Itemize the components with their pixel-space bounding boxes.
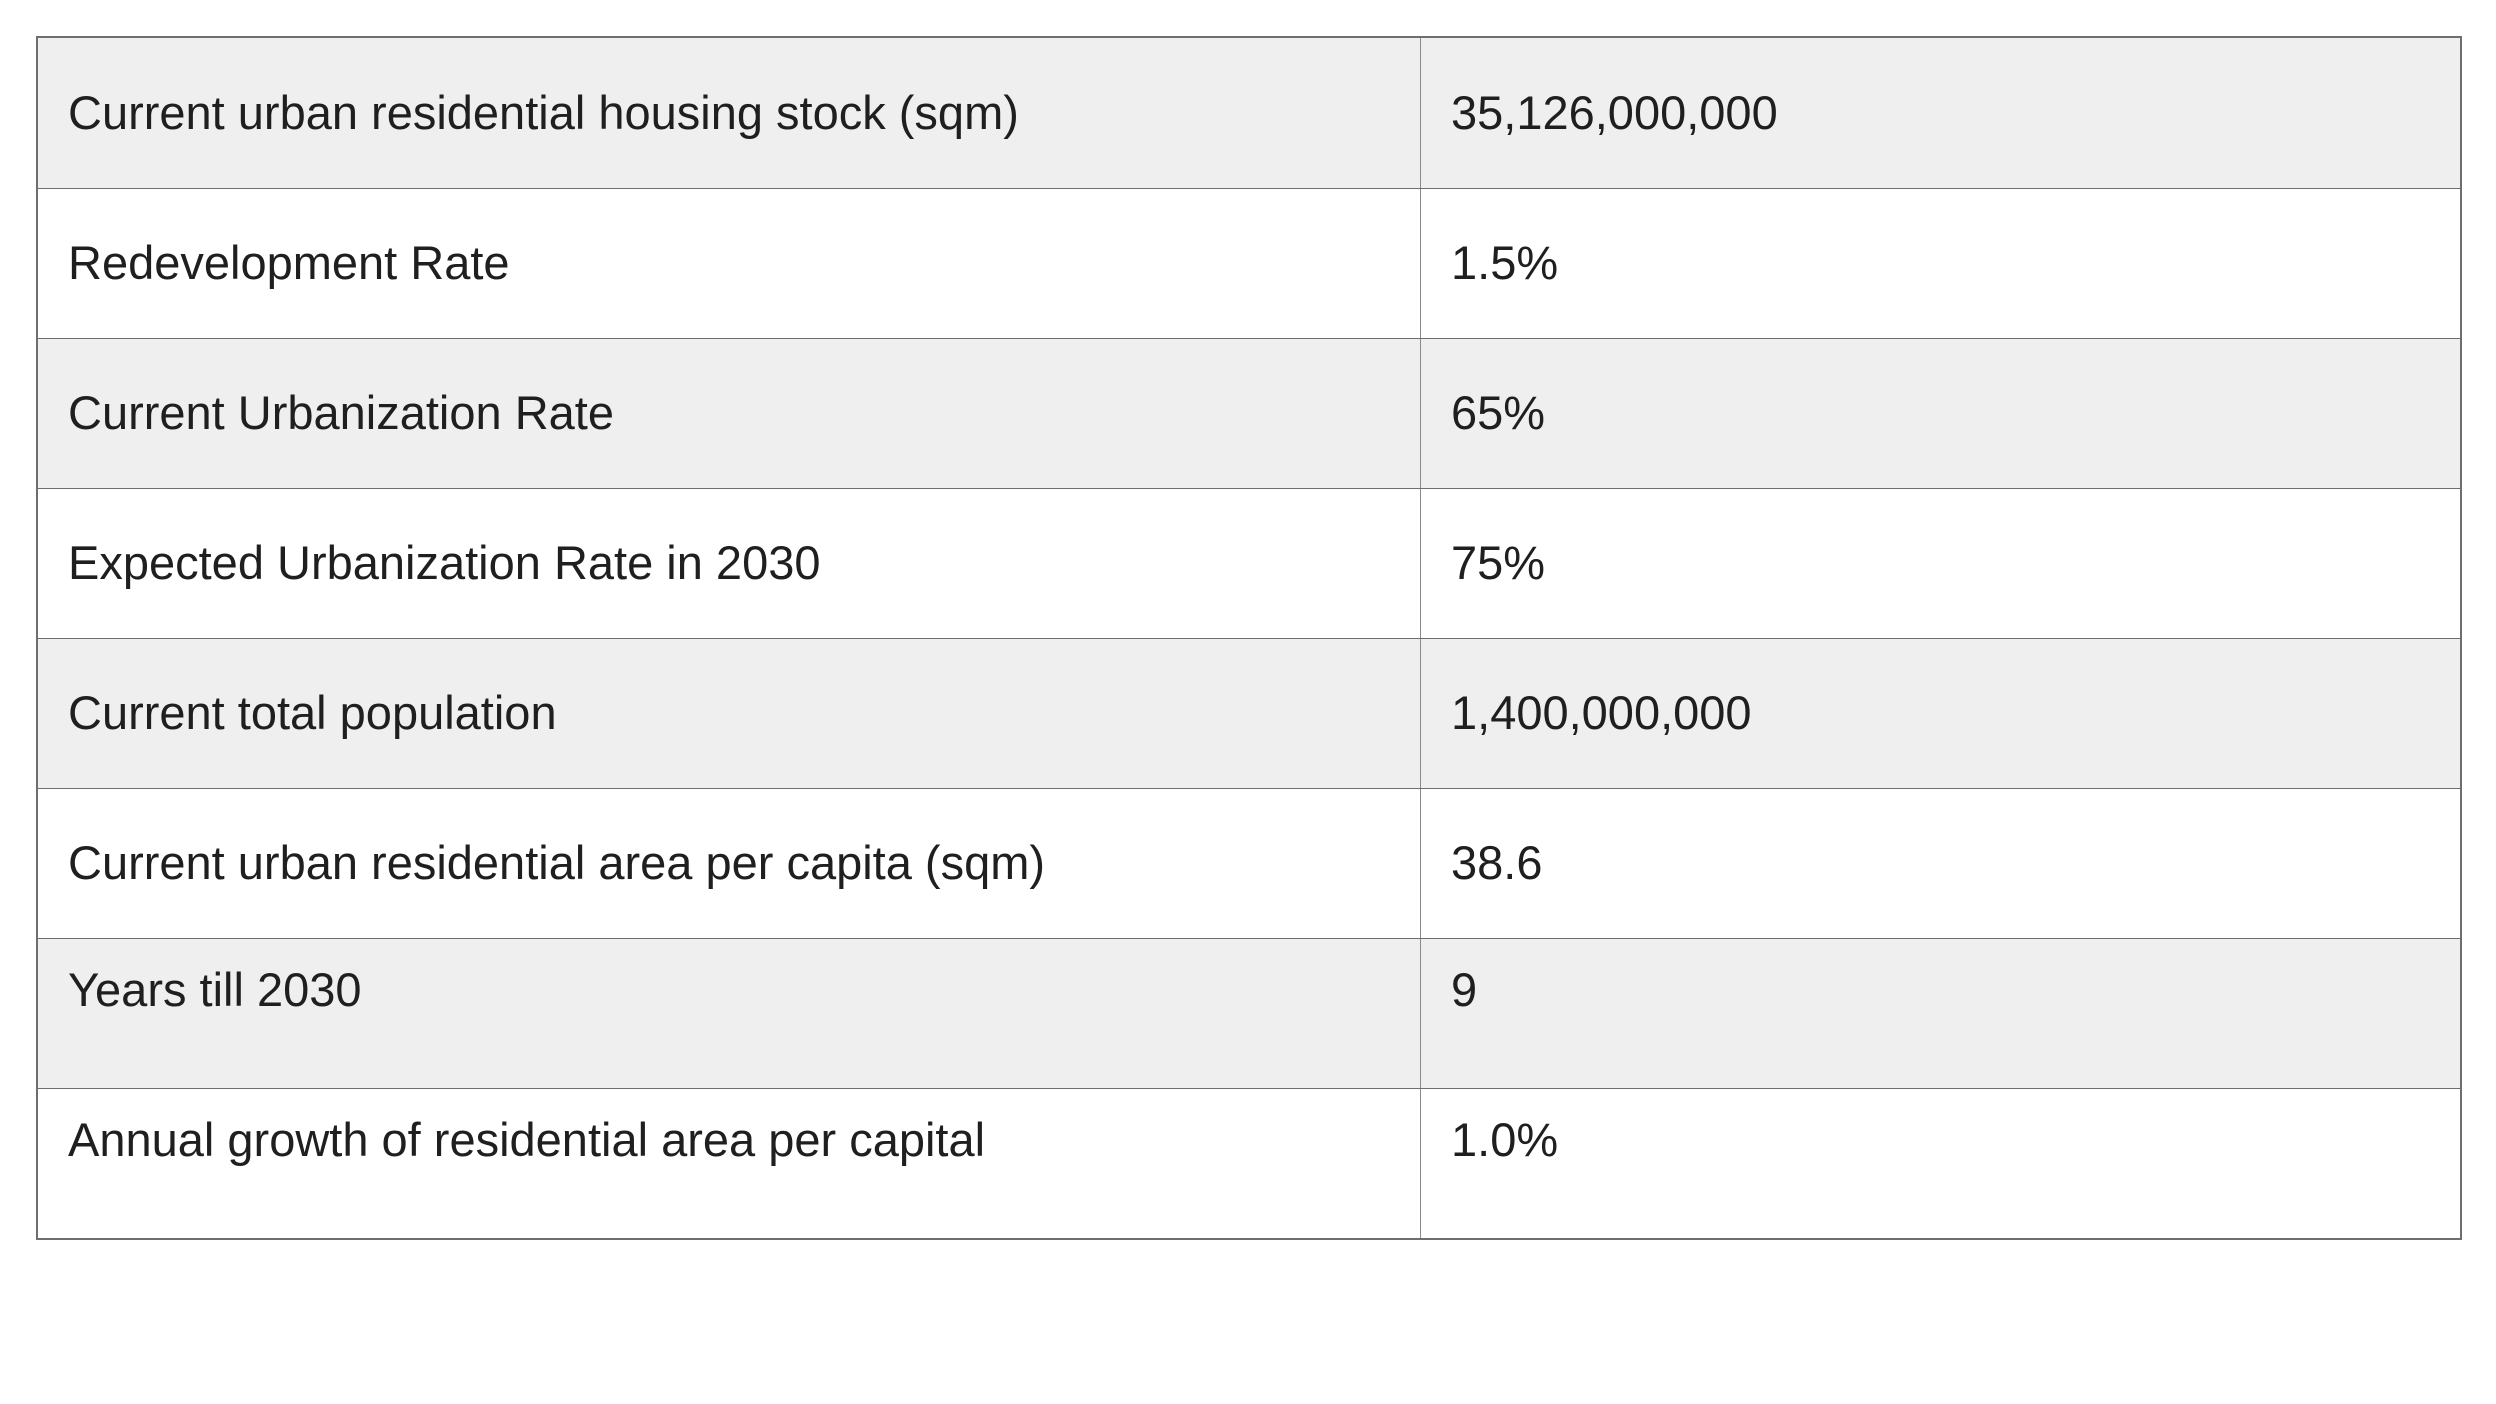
table-row: Expected Urbanization Rate in 2030 75% — [38, 488, 2460, 638]
table-row: Years till 2030 9 — [38, 938, 2460, 1088]
row-label: Current urban residential area per capit… — [38, 789, 1421, 938]
table-row: Current urban residential area per capit… — [38, 788, 2460, 938]
row-value: 9 — [1451, 963, 1478, 1016]
row-label: Current total population — [38, 639, 1421, 788]
row-label: Current urban residential housing stock … — [38, 38, 1421, 188]
row-label: Current Urbanization Rate — [38, 339, 1421, 488]
row-label: Expected Urbanization Rate in 2030 — [38, 489, 1421, 638]
row-label: Years till 2030 — [38, 939, 1421, 1088]
row-value: 35,126,000,000 — [1451, 85, 1778, 139]
table-row: Current total population 1,400,000,000 — [38, 638, 2460, 788]
row-value: 65% — [1451, 386, 1546, 440]
table-row: Current urban residential housing stock … — [38, 38, 2460, 188]
row-value: 38.6 — [1451, 836, 1543, 890]
row-value: 1.0% — [1451, 1113, 1559, 1166]
row-value: 75% — [1451, 536, 1546, 590]
row-label: Redevelopment Rate — [38, 189, 1421, 338]
row-value: 1,400,000,000 — [1451, 686, 1752, 740]
table-row: Annual growth of residential area per ca… — [38, 1088, 2460, 1238]
parameters-table: Current urban residential housing stock … — [36, 36, 2462, 1240]
row-label: Annual growth of residential area per ca… — [38, 1089, 1421, 1238]
table-row: Current Urbanization Rate 65% — [38, 338, 2460, 488]
table-row: Redevelopment Rate 1.5% — [38, 188, 2460, 338]
row-value: 1.5% — [1451, 236, 1559, 290]
